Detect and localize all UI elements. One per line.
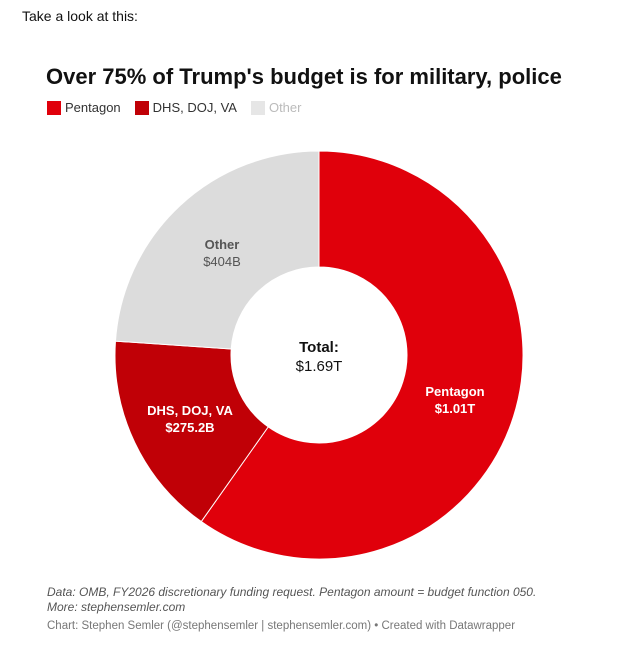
slice-other: [114, 150, 320, 350]
slice-label-pentagon-value: $1.01T: [434, 401, 476, 416]
legend-label-other: Other: [268, 100, 302, 115]
legend-swatch-other: [250, 100, 265, 115]
legend-item-pentagon: Pentagon: [47, 100, 121, 115]
slice-label-dhs-value: $275.2B: [165, 420, 215, 435]
legend-swatch-dhs: [134, 100, 149, 115]
slice-label-dhs-name: DHS, DOJ, VA: [147, 403, 233, 418]
legend-label-dhs: DHS, DOJ, VA: [152, 100, 237, 115]
legend-item-dhs: DHS, DOJ, VA: [134, 100, 237, 115]
legend-item-other: Other: [250, 100, 302, 115]
legend-swatch-pentagon: [47, 100, 61, 115]
slice-label-pentagon: Pentagon $1.01T: [425, 383, 484, 417]
slice-label-other-value: $404B: [203, 254, 241, 269]
total-value: $1.69T: [295, 358, 343, 375]
footer-source: Data: OMB, FY2026 discretionary funding …: [47, 585, 537, 599]
footer-credit: Chart: Stephen Semler (@stephensemler | …: [47, 620, 516, 632]
legend: Pentagon DHS, DOJ, VA Other: [47, 100, 301, 115]
slice-label-other: Other $404B: [203, 236, 241, 270]
slice-label-dhs: DHS, DOJ, VA $275.2B: [147, 402, 233, 436]
intro-text: Take a look at this:: [22, 8, 138, 24]
total-label: Total: $1.69T: [296, 338, 343, 376]
legend-label-pentagon: Pentagon: [65, 100, 121, 115]
slice-label-other-name: Other: [204, 237, 240, 252]
slice-dhs-doj-va: [114, 340, 269, 523]
footer-more: More: stephensemler.com: [47, 600, 186, 614]
slice-pentagon: [200, 150, 524, 560]
chart-title: Over 75% of Trump's budget is for milita…: [46, 64, 562, 89]
slice-label-pentagon-name: Pentagon: [425, 384, 485, 399]
total-title: Total:: [299, 339, 339, 356]
